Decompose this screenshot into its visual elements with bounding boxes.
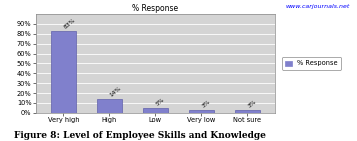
Bar	[235, 110, 260, 113]
Bar	[143, 108, 168, 113]
Text: 3%: 3%	[247, 98, 258, 108]
Text: Figure 8: Level of Employee Skills and Knowledge: Figure 8: Level of Employee Skills and K…	[14, 131, 266, 140]
Bar	[188, 110, 214, 113]
Text: 14%: 14%	[109, 85, 122, 98]
Bar	[51, 31, 76, 113]
Title: % Response: % Response	[132, 4, 178, 13]
Text: 3%: 3%	[201, 98, 212, 108]
Text: 83%: 83%	[63, 17, 77, 29]
Bar	[97, 99, 122, 113]
Text: 5%: 5%	[155, 96, 166, 106]
Text: www.carjournals.net: www.carjournals.net	[286, 4, 350, 9]
Legend: % Response: % Response	[282, 57, 341, 70]
